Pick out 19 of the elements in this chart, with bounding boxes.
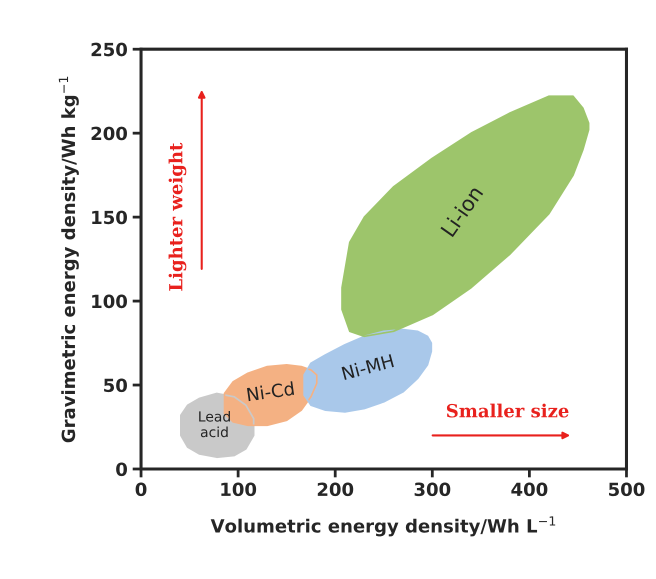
series-label: Lead acid bbox=[199, 410, 230, 438]
y-tick-label: 100 bbox=[92, 294, 127, 308]
y-tick-label: 50 bbox=[104, 378, 127, 392]
x-tick-label: 400 bbox=[511, 482, 548, 496]
x-axis-title: Volumetric energy density/Wh L$^{−1}$ bbox=[210, 516, 556, 536]
series-label: Ni-MH bbox=[341, 354, 394, 380]
x-tick-label: 500 bbox=[609, 482, 644, 496]
y-tick-label: 200 bbox=[92, 126, 127, 140]
x-tick-label: 300 bbox=[414, 482, 450, 496]
y-axis-title: Gravimetric energy density/Wh kg$^{−1}$ bbox=[58, 76, 79, 442]
annotation: Lighter weight bbox=[168, 142, 186, 291]
y-tick-label: 150 bbox=[92, 210, 127, 224]
x-tick-label: 100 bbox=[221, 482, 256, 496]
x-tick-label: 200 bbox=[318, 482, 354, 496]
annotation: Smaller size bbox=[446, 404, 569, 418]
y-tick-label: 0 bbox=[116, 462, 127, 476]
y-tick-label: 250 bbox=[92, 42, 127, 56]
x-tick-label: 0 bbox=[136, 482, 146, 496]
series-label: Ni-Cd bbox=[246, 381, 294, 402]
